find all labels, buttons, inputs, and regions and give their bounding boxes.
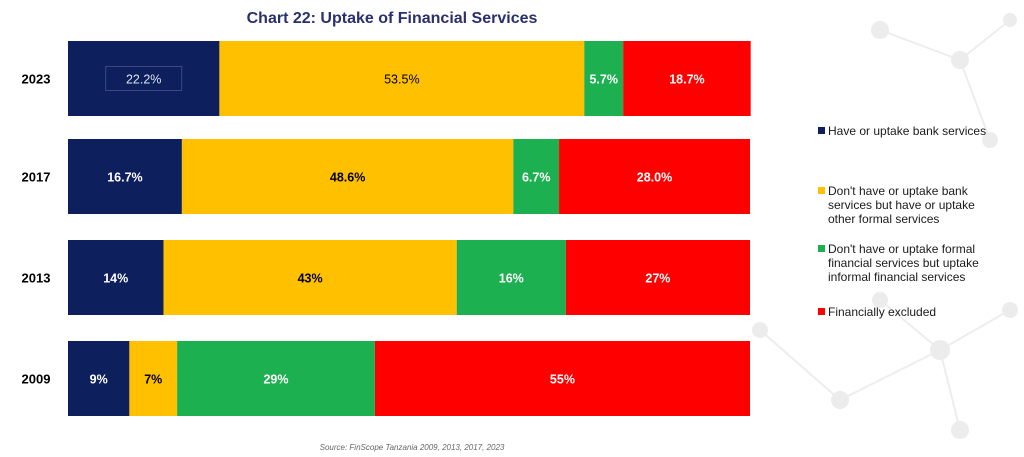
chart-source: Source: FinScope Tanzania 2009, 2013, 20… [320,443,505,452]
bar-segment-2023-series-3 [584,41,624,116]
data-label-2009-series-4: 55% [550,373,575,387]
data-label-2023-series-1: 22.2% [126,73,161,87]
legend-label-4: Financially excluded [828,305,936,319]
bar-segment-2023-series-2 [219,41,585,116]
data-label-2009-series-2: 7% [144,373,162,387]
data-label-2017-series-4: 28.0% [637,171,672,185]
bar-segment-2009-series-4 [374,341,750,416]
legend-swatch-2 [818,187,825,194]
data-label-2023-series-3: 5.7% [589,73,618,87]
data-label-2017-series-2: 48.6% [330,171,365,185]
legend: Have or uptake bank services Don't have o… [818,124,986,319]
data-label-2017-series-1: 16.7% [107,171,142,185]
label-highlight-box [105,66,183,91]
legend-swatch-1 [818,127,825,134]
bar-segment-2009-series-2 [129,341,178,416]
bar-segment-2017-series-1 [68,139,182,214]
bar-segment-2017-series-4 [559,139,750,214]
category-label-2009: 2009 [22,372,51,387]
data-label-2017-series-3: 6.7% [522,171,551,185]
data-label-2009-series-1: 9% [90,373,108,387]
legend-swatch-3 [818,245,825,252]
data-label-2009-series-3: 29% [263,373,288,387]
bar-segment-2023-series-1 [68,41,220,116]
category-label-2017: 2017 [22,170,51,185]
bar-segment-2009-series-3 [177,341,375,416]
category-label-2013: 2013 [22,271,51,286]
bar-segment-2013-series-3 [456,240,566,315]
bar-segment-2017-series-2 [181,139,514,214]
labels-layer: 2023 22.2% 53.5% 5.7% 18.7% 2017 16.7% 48.6% 6.7… [22,66,705,387]
bar-segment-2009-series-1 [68,341,130,416]
bar-segment-2013-series-4 [565,240,750,315]
data-label-2013-series-1: 14% [103,272,128,286]
category-label-2023: 2023 [22,72,51,87]
data-label-2013-series-4: 27% [645,272,670,286]
bar-segment-2023-series-4 [623,41,751,116]
data-label-2013-series-2: 43% [298,272,323,286]
legend-label-1: Have or uptake bank services [828,124,986,138]
bars-layer [68,41,751,416]
legend-label-2: Don't have or uptake bank services but ha… [828,184,975,226]
legend-swatch-4 [818,308,825,315]
data-label-2023-series-4: 18.7% [669,73,704,87]
legend-label-3: Don't have or uptake formal financial ser… [828,242,979,284]
bar-segment-2013-series-1 [68,240,164,315]
bar-segment-2013-series-2 [163,240,457,315]
data-label-2013-series-3: 16% [499,272,524,286]
bar-segment-2017-series-3 [513,139,560,214]
data-label-2023-series-2: 53.5% [384,73,419,87]
chart-title: Chart 22: Uptake of Financial Services [247,10,538,27]
